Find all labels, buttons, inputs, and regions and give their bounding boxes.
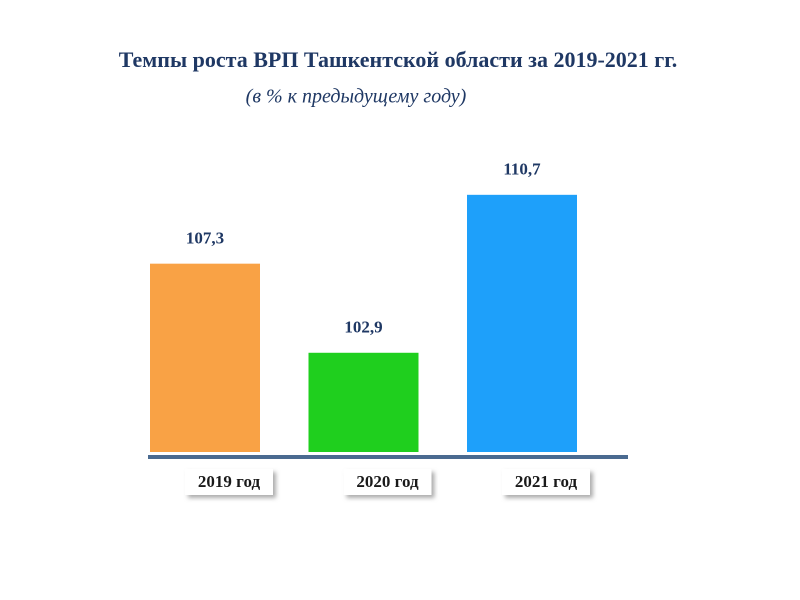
bar <box>308 352 419 452</box>
value-label: 107,3 <box>186 229 224 248</box>
bar <box>467 194 577 452</box>
category-box <box>343 469 432 495</box>
bar <box>150 263 260 452</box>
chart-title: Темпы роста ВРП Ташкентской области за 2… <box>119 47 678 72</box>
x-tick-label: 2019 год <box>198 472 261 491</box>
category-box <box>502 469 590 495</box>
value-label: 110,7 <box>503 160 541 179</box>
chart-subtitle: (в % к предыдущему году) <box>246 86 467 108</box>
category-box <box>185 469 273 495</box>
x-tick-label: 2021 год <box>515 472 578 491</box>
value-label: 102,9 <box>344 318 382 337</box>
x-tick-label: 2020 год <box>356 472 419 491</box>
